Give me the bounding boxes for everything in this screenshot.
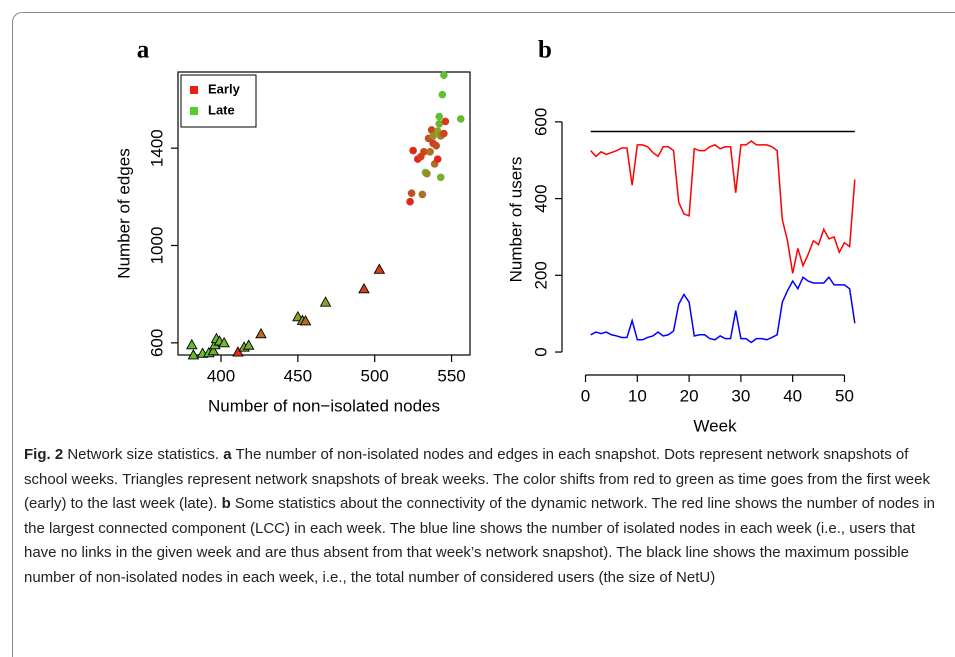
dot-point <box>426 148 434 156</box>
dot-point <box>427 126 436 134</box>
y-axis-title: Number of users <box>506 157 525 283</box>
y-tick-label: 1400 <box>147 129 166 167</box>
dot-point <box>420 148 428 156</box>
dot-point <box>440 129 448 138</box>
x-tick-label: 550 <box>437 366 465 385</box>
y-tick-label: 200 <box>531 261 550 289</box>
triangle-point <box>255 327 267 339</box>
x-tick-label: 500 <box>361 366 389 385</box>
x-axis-title: Number of non−isolated nodes <box>208 396 440 415</box>
panel-label: b <box>538 37 552 64</box>
y-tick-label: 600 <box>531 108 550 136</box>
triangle-point <box>218 336 230 348</box>
dot-point <box>409 146 417 155</box>
dot-point <box>440 71 448 79</box>
x-tick-label: 30 <box>731 386 750 405</box>
caption-bold: Fig. 2 <box>24 446 64 463</box>
triangle-point <box>358 282 370 294</box>
panel-label: a <box>137 37 150 64</box>
dot-point <box>438 90 447 99</box>
triangle-point <box>186 338 198 350</box>
legend-swatch <box>190 86 198 94</box>
caption-bold: a <box>223 446 232 463</box>
x-tick-label: 40 <box>783 386 802 405</box>
dot-point <box>423 169 431 178</box>
dot-point <box>441 117 450 126</box>
x-tick-label: 400 <box>207 366 235 385</box>
dot-point <box>437 173 445 182</box>
figure-frame <box>12 12 955 657</box>
dot-point <box>456 115 465 123</box>
x-tick-label: 10 <box>628 386 647 405</box>
plot-box <box>177 71 471 356</box>
x-axis-title: Week <box>693 416 737 435</box>
legend-label: Early <box>208 81 241 96</box>
legend-label: Late <box>208 102 235 117</box>
dot-point <box>435 112 444 121</box>
dot-point <box>433 155 442 163</box>
dot-point <box>418 190 427 199</box>
y-axis-title: Number of edges <box>114 148 133 278</box>
series-line <box>590 276 856 344</box>
caption-text: The number of non-isolated nodes and edg… <box>24 446 930 512</box>
y-tick-label: 400 <box>531 184 550 212</box>
dot-point <box>435 120 444 128</box>
caption-bold: b <box>221 495 231 512</box>
y-tick-label: 0 <box>531 347 550 356</box>
caption-text: Some statistics about the connectivity o… <box>24 495 936 586</box>
x-tick-label: 50 <box>835 386 854 405</box>
dot-point <box>407 189 416 197</box>
caption: Fig. 2 Network size statistics. a The nu… <box>24 443 939 590</box>
dot-point <box>429 132 437 140</box>
series-line <box>590 140 856 274</box>
x-tick-label: 20 <box>680 386 699 405</box>
triangle-point <box>373 263 386 274</box>
y-tick-label: 1000 <box>147 227 166 265</box>
triangle-point <box>207 344 220 356</box>
triangle-point <box>299 314 312 326</box>
y-tick-label: 600 <box>147 329 166 357</box>
x-tick-label: 450 <box>284 366 312 385</box>
dot-point <box>432 141 440 150</box>
triangle-point <box>319 296 332 307</box>
dot-point <box>406 197 414 206</box>
caption-text: Network size statistics. <box>63 446 224 463</box>
legend-swatch <box>190 107 198 115</box>
triangle-point <box>187 349 200 360</box>
legend-box <box>180 74 257 128</box>
triangle-point <box>242 339 255 350</box>
x-tick-label: 0 <box>581 386 590 405</box>
